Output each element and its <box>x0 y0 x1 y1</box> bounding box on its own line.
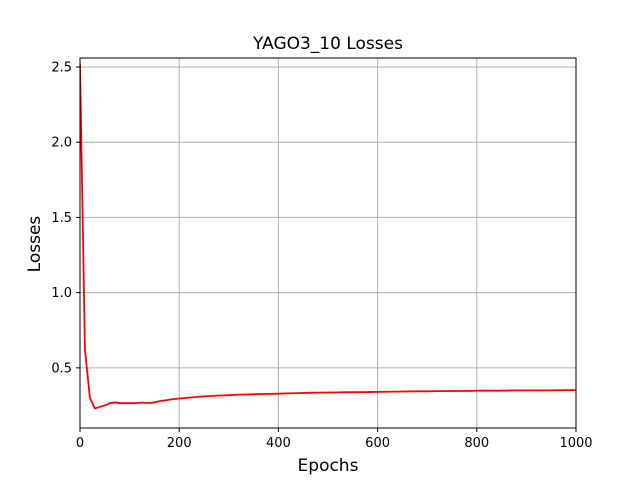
chart-title: YAGO3_10 Losses <box>252 34 403 54</box>
x-tick-label: 200 <box>167 436 192 451</box>
plot-area-frame <box>79 57 577 429</box>
x-tick-label: 0 <box>76 436 84 451</box>
x-tick-label: 1000 <box>559 436 592 451</box>
x-axis-label: Epochs <box>298 456 359 476</box>
x-tick-label: 400 <box>266 436 291 451</box>
series-layer <box>80 63 576 410</box>
y-tick-label: 2.0 <box>51 136 72 151</box>
loss-series-line <box>80 63 576 410</box>
y-tick-label: 1.5 <box>51 211 72 226</box>
y-axis-label: Losses <box>25 216 45 273</box>
x-tick-label: 600 <box>365 436 390 451</box>
x-tick-label: 800 <box>464 436 489 451</box>
y-tick-label: 2.5 <box>51 61 72 76</box>
grid-layer <box>79 58 577 428</box>
y-tick-label: 1.0 <box>51 286 72 301</box>
y-tick-label: 0.5 <box>51 361 72 376</box>
tick-layer: 0 200 400 600 800 1000 0.5 1.0 1.5 2.0 2.5 <box>51 61 592 451</box>
